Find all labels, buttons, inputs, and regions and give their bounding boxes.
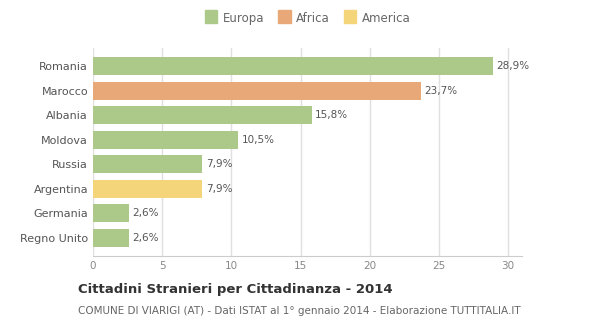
Bar [93, 82, 421, 100]
Text: 7,9%: 7,9% [206, 159, 232, 169]
Text: 28,9%: 28,9% [496, 61, 530, 71]
Text: 2,6%: 2,6% [133, 233, 159, 243]
Text: 10,5%: 10,5% [242, 135, 275, 145]
Text: 15,8%: 15,8% [315, 110, 348, 120]
Text: Cittadini Stranieri per Cittadinanza - 2014: Cittadini Stranieri per Cittadinanza - 2… [78, 283, 392, 296]
Text: 23,7%: 23,7% [424, 86, 458, 96]
Bar [93, 156, 202, 173]
Bar [93, 131, 238, 148]
Bar [93, 204, 129, 222]
Text: COMUNE DI VIARIGI (AT) - Dati ISTAT al 1° gennaio 2014 - Elaborazione TUTTITALIA: COMUNE DI VIARIGI (AT) - Dati ISTAT al 1… [78, 306, 521, 316]
Bar [93, 180, 202, 197]
Text: 2,6%: 2,6% [133, 208, 159, 218]
Bar [93, 229, 129, 246]
Bar [93, 58, 493, 75]
Bar [93, 107, 311, 124]
Legend: Europa, Africa, America: Europa, Africa, America [201, 8, 414, 28]
Text: 7,9%: 7,9% [206, 184, 232, 194]
